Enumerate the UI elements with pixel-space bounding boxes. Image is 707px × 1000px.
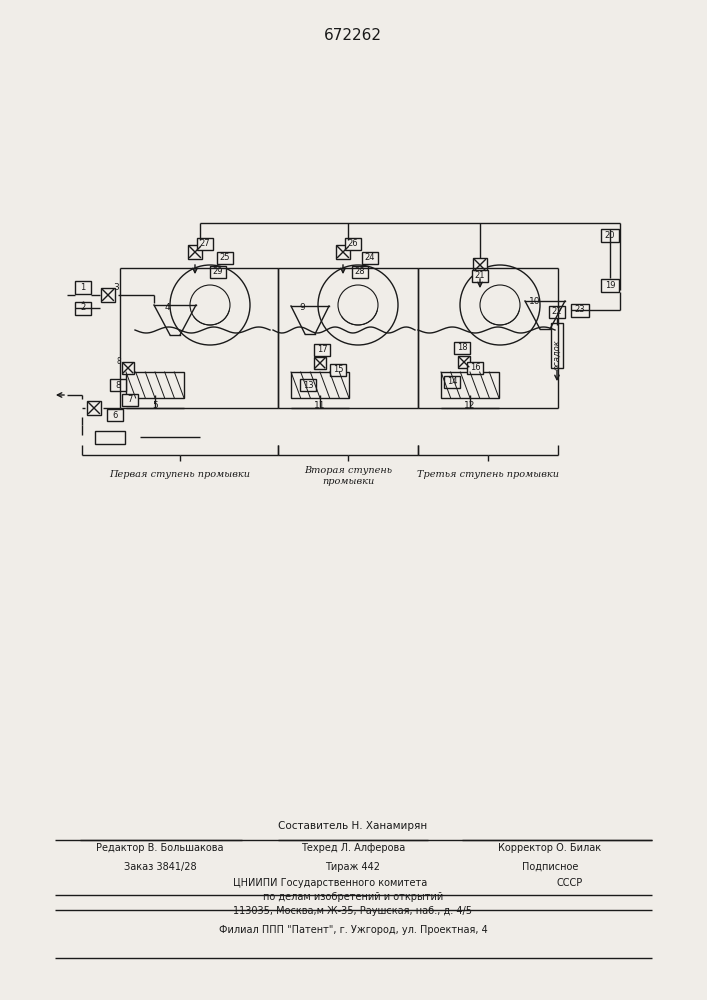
Bar (472, 270, 488, 282)
Text: 5: 5 (152, 401, 158, 410)
Text: 26: 26 (348, 239, 358, 248)
Bar (75, 302, 91, 314)
Bar (210, 266, 226, 278)
Bar (107, 409, 123, 421)
Text: 8: 8 (115, 380, 121, 389)
Text: 14: 14 (447, 377, 457, 386)
Text: 13: 13 (303, 380, 313, 389)
Text: 20: 20 (604, 231, 615, 239)
Bar (330, 364, 346, 376)
Bar (444, 376, 460, 388)
Bar (197, 238, 213, 250)
Text: 27: 27 (199, 239, 210, 248)
Text: 22: 22 (551, 308, 562, 316)
Text: 18: 18 (457, 344, 467, 353)
Text: Тираж 442: Тираж 442 (325, 862, 380, 872)
Text: по делам изобретений и открытий: по делам изобретений и открытий (263, 892, 443, 902)
Text: Филиал ППП "Патент", г. Ужгород, ул. Проектная, 4: Филиал ППП "Патент", г. Ужгород, ул. Про… (218, 925, 487, 935)
Text: 12: 12 (464, 401, 476, 410)
Text: ЦНИИПИ Государственного комитета: ЦНИИПИ Государственного комитета (233, 878, 427, 888)
Text: 113035, Москва,м Ж-35, Раушская, наб., д. 4/5: 113035, Москва,м Ж-35, Раушская, наб., д… (233, 906, 472, 916)
Bar (122, 362, 134, 374)
Bar (126, 372, 184, 398)
Bar (291, 372, 349, 398)
Text: 6: 6 (112, 410, 117, 420)
Bar (95, 430, 125, 444)
Bar (345, 238, 361, 250)
Text: 8: 8 (116, 358, 121, 366)
Bar (473, 258, 487, 272)
Bar (217, 252, 233, 264)
Text: СССР: СССР (557, 878, 583, 888)
Bar (551, 322, 563, 367)
Text: 24: 24 (365, 253, 375, 262)
Bar (601, 229, 619, 241)
Text: Подписное: Подписное (522, 862, 578, 872)
Text: 23: 23 (575, 306, 585, 314)
Text: Заказ 3841/28: Заказ 3841/28 (124, 862, 197, 872)
Text: Первая ступень промывки: Первая ступень промывки (110, 470, 250, 479)
Text: 3: 3 (113, 282, 119, 292)
Text: Редактор В. Большакова: Редактор В. Большакова (96, 843, 223, 853)
Bar (601, 278, 619, 292)
Text: 9: 9 (299, 304, 305, 312)
Bar (314, 344, 330, 356)
Text: Корректор О. Билак: Корректор О. Билак (498, 843, 602, 853)
Text: Составитель Н. Ханамирян: Составитель Н. Ханамирян (279, 821, 428, 831)
Text: 28: 28 (355, 267, 366, 276)
Text: 11: 11 (314, 401, 326, 410)
Text: 2: 2 (81, 304, 86, 312)
Bar (122, 394, 138, 406)
Bar (362, 252, 378, 264)
Bar (101, 288, 115, 302)
Text: 29: 29 (213, 267, 223, 276)
Text: 7: 7 (127, 395, 133, 404)
Bar (454, 342, 470, 354)
Text: 25: 25 (220, 253, 230, 262)
Bar (441, 372, 499, 398)
Text: 21: 21 (474, 271, 485, 280)
Bar (467, 362, 483, 374)
Text: 15: 15 (333, 365, 344, 374)
Bar (110, 379, 126, 391)
Bar (336, 245, 350, 259)
Bar (549, 306, 565, 318)
Text: Техред Л. Алферова: Техред Л. Алферова (301, 843, 405, 853)
Text: 4: 4 (164, 304, 170, 312)
Text: 19: 19 (604, 280, 615, 290)
Bar (352, 266, 368, 278)
Bar (300, 379, 316, 391)
Bar (87, 401, 101, 415)
Bar (457, 356, 470, 368)
Text: 10: 10 (529, 298, 540, 306)
Bar (314, 357, 327, 369)
Text: промывки: промывки (322, 477, 374, 486)
Text: 672262: 672262 (324, 28, 382, 43)
Text: осадок: осадок (552, 340, 561, 370)
Text: Вторая ступень: Вторая ступень (304, 466, 392, 475)
Text: 17: 17 (317, 346, 327, 355)
Bar (188, 245, 202, 259)
Bar (75, 280, 91, 294)
Text: 1: 1 (81, 282, 86, 292)
Text: Третья ступень промывки: Третья ступень промывки (417, 470, 559, 479)
Bar (571, 304, 589, 316)
Text: 16: 16 (469, 363, 480, 372)
